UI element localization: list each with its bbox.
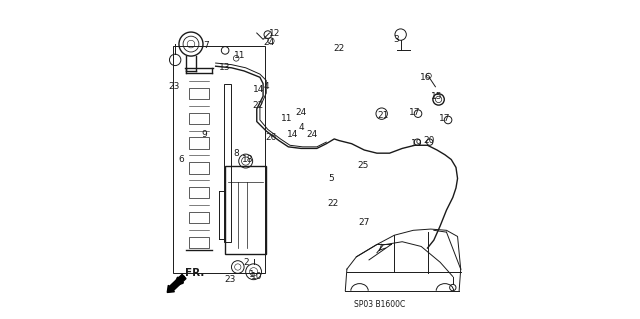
Bar <box>189 162 209 174</box>
Text: 13: 13 <box>220 63 231 72</box>
Text: 1: 1 <box>249 271 255 279</box>
Bar <box>173 46 265 273</box>
Text: 18: 18 <box>241 155 253 164</box>
Text: 12: 12 <box>268 28 280 38</box>
Text: 26: 26 <box>266 133 276 142</box>
Bar <box>189 88 209 99</box>
Text: 10: 10 <box>251 272 262 281</box>
Text: 19: 19 <box>411 139 422 148</box>
Bar <box>225 166 266 254</box>
Text: 23: 23 <box>224 275 236 284</box>
Text: 14: 14 <box>287 130 299 139</box>
Text: 17: 17 <box>439 114 451 123</box>
Text: 4: 4 <box>298 123 304 132</box>
Text: 16: 16 <box>420 73 432 82</box>
Text: 27: 27 <box>358 218 370 227</box>
Text: 22: 22 <box>333 44 344 53</box>
Text: 6: 6 <box>179 155 184 164</box>
Bar <box>189 137 209 149</box>
Text: 22: 22 <box>253 101 264 110</box>
Bar <box>189 237 209 248</box>
Text: 23: 23 <box>168 82 180 91</box>
Bar <box>189 212 209 223</box>
Text: 24: 24 <box>296 108 307 116</box>
Text: FR.: FR. <box>185 268 204 278</box>
Text: 22: 22 <box>327 199 339 208</box>
Text: 24: 24 <box>307 130 317 139</box>
Text: 4: 4 <box>264 82 269 91</box>
Text: 7: 7 <box>204 41 209 50</box>
Text: 2: 2 <box>243 258 248 267</box>
Bar <box>189 187 209 198</box>
Text: 24: 24 <box>264 38 275 47</box>
Text: 20: 20 <box>424 136 435 145</box>
Text: 14: 14 <box>253 85 264 94</box>
Text: 25: 25 <box>357 161 369 170</box>
Bar <box>189 113 209 124</box>
FancyArrow shape <box>167 274 186 293</box>
Text: 11: 11 <box>281 114 292 123</box>
Bar <box>223 84 230 242</box>
Text: 3: 3 <box>393 35 399 44</box>
Text: 9: 9 <box>202 130 207 139</box>
Text: 5: 5 <box>328 174 334 183</box>
Text: 11: 11 <box>234 51 245 60</box>
Text: 17: 17 <box>409 108 420 116</box>
Text: 15: 15 <box>431 92 443 101</box>
Text: SP03 B1600C: SP03 B1600C <box>355 300 406 309</box>
Text: 8: 8 <box>234 149 239 158</box>
Text: 21: 21 <box>378 111 389 120</box>
